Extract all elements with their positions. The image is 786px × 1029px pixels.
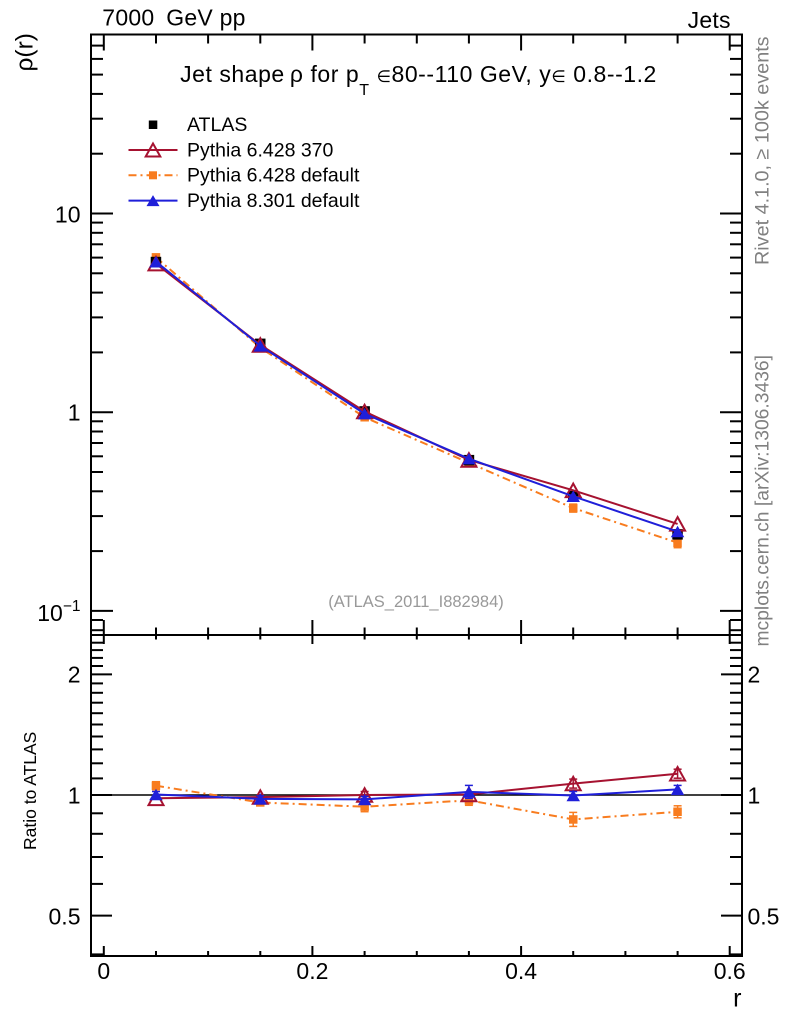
svg-text:2: 2 xyxy=(748,662,761,688)
svg-text:ATLAS: ATLAS xyxy=(187,114,247,136)
svg-text:0.6: 0.6 xyxy=(714,958,746,984)
svg-text:1: 1 xyxy=(748,782,761,808)
svg-text:0.2: 0.2 xyxy=(296,958,328,984)
svg-text:0.5: 0.5 xyxy=(748,903,780,929)
svg-text:2: 2 xyxy=(68,662,81,688)
svg-text:Pythia 6.428 370: Pythia 6.428 370 xyxy=(187,139,334,161)
svg-text:0.4: 0.4 xyxy=(505,958,537,984)
svg-text:1: 1 xyxy=(68,782,81,808)
svg-text:Pythia 6.428 default: Pythia 6.428 default xyxy=(187,165,360,187)
svg-text:Jets: Jets xyxy=(688,7,731,33)
svg-text:7000 GeV pp: 7000 GeV pp xyxy=(102,5,245,31)
svg-text:10−1: 10−1 xyxy=(37,598,80,626)
svg-text:1: 1 xyxy=(68,400,81,426)
svg-text:Pythia 8.301 default: Pythia 8.301 default xyxy=(187,190,360,212)
svg-text:mcplots.cern.ch [arXiv:1306.34: mcplots.cern.ch [arXiv:1306.3436] xyxy=(753,355,774,647)
svg-text:0.5: 0.5 xyxy=(49,903,81,929)
svg-text:Ratio to ATLAS: Ratio to ATLAS xyxy=(20,732,40,850)
svg-text:ρ(r): ρ(r) xyxy=(12,33,39,71)
svg-text:0: 0 xyxy=(97,958,110,984)
svg-text:10: 10 xyxy=(55,201,81,227)
svg-text:Rivet 4.1.0, ≥ 100k events: Rivet 4.1.0, ≥ 100k events xyxy=(752,36,774,265)
svg-text:r: r xyxy=(733,984,741,1012)
svg-text:(ATLAS_2011_I882984): (ATLAS_2011_I882984) xyxy=(328,593,504,611)
